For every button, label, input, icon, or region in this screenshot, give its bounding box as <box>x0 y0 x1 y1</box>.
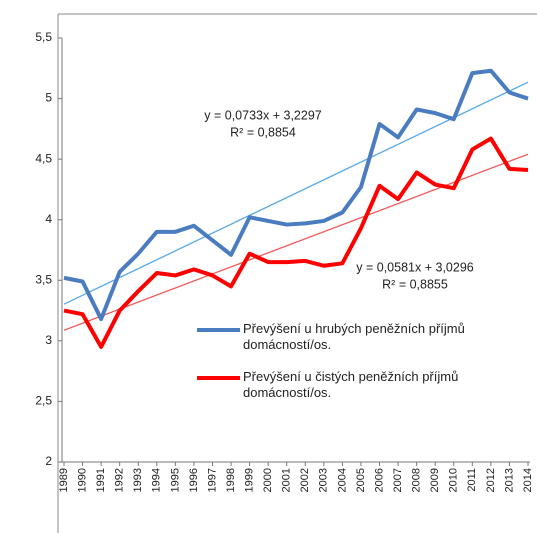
trend-r2: R² = 0,8854 <box>230 125 296 139</box>
y-tick-label: 5,5 <box>35 30 52 44</box>
x-tick-label: 1990 <box>76 468 88 492</box>
x-tick-label: 1996 <box>188 468 200 492</box>
series-line <box>63 136 529 349</box>
x-tick-label: 2007 <box>392 468 404 492</box>
x-tick-label: 1995 <box>169 468 181 492</box>
x-tick-label: 2004 <box>336 468 348 492</box>
legend-label: Převýšení u hrubých peněžních příjmů dom… <box>243 321 465 352</box>
legend-item: Převýšení u hrubých peněžních příjmů dom… <box>243 321 465 352</box>
x-tick-label: 1998 <box>225 468 237 492</box>
x-tick-label: 2002 <box>299 468 311 492</box>
x-tick-label: 2006 <box>373 468 385 492</box>
x-tick-label: 2009 <box>429 468 441 492</box>
x-tick-label: 2008 <box>411 468 423 492</box>
y-tick-label: 3 <box>45 333 52 347</box>
trend-equation: y = 0,0733x + 3,2297 <box>204 108 322 122</box>
y-tick-label: 3,5 <box>35 272 52 286</box>
legend-label: Převýšení u čistých peněžních příjmů dom… <box>243 369 459 400</box>
y-tick-label: 2 <box>45 454 52 468</box>
trend-equation: y = 0,0581x + 3,0296 <box>356 260 474 274</box>
x-tick-label: 1993 <box>132 468 144 492</box>
x-tick-label: 2013 <box>503 468 515 492</box>
series-line <box>63 68 529 322</box>
x-tick-label: 2012 <box>485 468 497 492</box>
x-tick-label: 2011 <box>466 468 478 492</box>
x-tick-label: 2001 <box>281 468 293 492</box>
x-tick-label: 1994 <box>151 468 163 492</box>
y-tick-label: 5 <box>45 91 52 105</box>
x-tick-label: 1997 <box>206 468 218 492</box>
x-tick-label: 1989 <box>58 468 70 492</box>
x-tick-label: 2005 <box>355 468 367 492</box>
y-tick-label: 2,5 <box>35 394 52 408</box>
trend-r2: R² = 0,8855 <box>382 277 448 291</box>
y-tick-label: 4,5 <box>35 151 52 165</box>
x-tick-label: 2000 <box>262 468 274 492</box>
x-tick-label: 1999 <box>244 468 256 492</box>
x-tick-label: 2010 <box>448 468 460 492</box>
x-tick-label: 2003 <box>318 468 330 492</box>
x-tick-label: 2014 <box>522 468 534 492</box>
trendline <box>63 153 529 331</box>
x-tick-label: 1991 <box>95 468 107 492</box>
y-tick-label: 4 <box>45 212 52 226</box>
legend-item: Převýšení u čistých peněžních příjmů dom… <box>243 369 459 400</box>
x-tick-label: 1992 <box>114 468 126 492</box>
